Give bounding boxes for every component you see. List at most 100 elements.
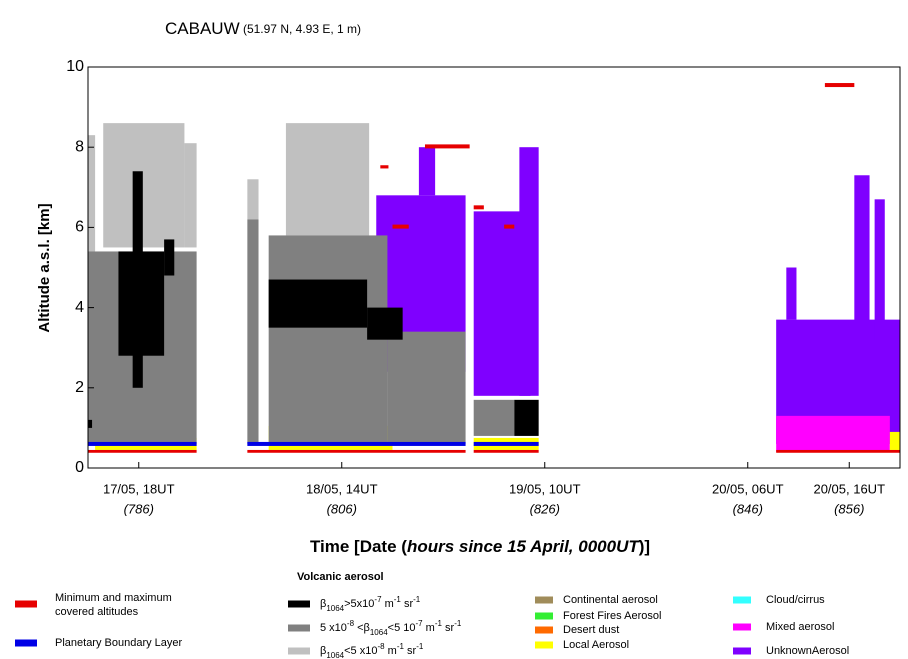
legend-label: 5 x10-8 <β1064<5 10-7 m-1 sr-1: [320, 619, 462, 637]
aerosol-cell: [824, 83, 855, 88]
legend-label: Forest Fires Aerosol: [563, 610, 661, 622]
x-tick-sublabel: (806): [327, 501, 357, 516]
aerosol-cell: [874, 199, 885, 340]
text-part: 1064: [326, 651, 344, 659]
y-tick-label: 4: [75, 299, 84, 316]
legend-swatch: [288, 647, 310, 655]
y-tick-label: 10: [66, 58, 84, 75]
text-part: <5 x10: [344, 645, 377, 657]
legend-swatch: [15, 600, 37, 608]
y-tick-label: 0: [75, 459, 84, 476]
x-tick-label: 18/05, 14UT: [306, 481, 378, 496]
text-part: -1: [416, 642, 424, 651]
aerosol-cell: [786, 267, 797, 320]
legend-label: Minimum and maximum: [55, 592, 172, 604]
aerosol-cell: [247, 449, 466, 453]
text-part: -1: [435, 619, 443, 628]
aerosol-cell: [392, 224, 409, 229]
aerosol-cell: [247, 179, 259, 220]
text-part: sr: [442, 622, 455, 634]
x-tick-label: 17/05, 18UT: [103, 481, 175, 496]
y-tick-label: 8: [75, 138, 84, 155]
text-part: -7: [374, 595, 382, 604]
aerosol-cell: [247, 219, 259, 444]
x-tick-sublabel: (786): [124, 501, 154, 516]
aerosol-cell: [473, 399, 515, 436]
legend-label: β1064<5 x10-8 m-1 sr-1: [320, 642, 424, 659]
x-tick-sublabel: (856): [834, 501, 864, 516]
text-part: (51.97 N, 4.93 E, 1 m): [240, 22, 361, 36]
text-part: hours since 15 April, 0000UT: [407, 537, 640, 556]
aerosol-cell: [854, 175, 870, 340]
x-tick-label: 20/05, 06UT: [712, 481, 784, 496]
text-part: -8: [347, 619, 355, 628]
legend-swatch: [288, 600, 310, 608]
aerosol-cell: [88, 441, 197, 446]
legend-swatch: [535, 641, 553, 649]
chart-title: CABAUW (51.97 N, 4.93 E, 1 m): [165, 19, 361, 38]
text-part: >5x10: [344, 598, 374, 610]
x-tick-sublabel: (846): [733, 501, 763, 516]
x-tick-label: 19/05, 10UT: [509, 481, 581, 496]
aerosol-cell: [88, 449, 197, 453]
y-axis-label: Altitude a.s.l. [km]: [36, 203, 53, 332]
text-part: m: [423, 622, 435, 634]
text-part: m: [382, 598, 394, 610]
legend-label: β1064>5x10-7 m-1 sr-1: [320, 595, 421, 613]
text-part: β: [320, 598, 326, 610]
legend-swatch: [733, 647, 751, 655]
aerosol-cell: [776, 415, 890, 452]
legend-swatch: [288, 624, 310, 632]
aerosol-cell: [118, 251, 165, 356]
text-part: 5 x10: [320, 622, 347, 634]
text-part: 1064: [326, 604, 344, 613]
legend-label: Cloud/cirrus: [766, 594, 825, 606]
legend-label: Desert dust: [563, 624, 619, 636]
text-part: -1: [397, 642, 405, 651]
aerosol-cell: [380, 165, 389, 169]
text-part: Time [Date (: [310, 537, 407, 556]
text-part: <β: [354, 622, 370, 634]
text-part: -8: [377, 642, 385, 651]
aerosol-cell: [504, 224, 515, 229]
aerosol-cell: [473, 449, 539, 453]
text-part: β: [320, 645, 326, 657]
aerosol-cell: [424, 144, 470, 149]
text-part: sr: [401, 598, 414, 610]
aerosol-cell: [418, 147, 436, 196]
aerosol-cell: [285, 123, 370, 236]
y-tick-label: 6: [75, 219, 84, 236]
legend-swatch: [733, 623, 751, 631]
aerosol-cell: [103, 123, 185, 248]
legend-label: covered altitudes: [55, 606, 139, 618]
text-part: -7: [416, 619, 424, 628]
legend-heading: Volcanic aerosol: [297, 571, 384, 583]
legend-label: Local Aerosol: [563, 639, 629, 651]
aerosol-cell: [88, 135, 96, 256]
text-part: CABAUW: [165, 19, 240, 38]
legend-label: Mixed aerosol: [766, 621, 834, 633]
plot-area: [88, 83, 900, 453]
aerosol-cell: [184, 143, 197, 248]
aerosol-cell: [514, 399, 539, 436]
aerosol-cell: [519, 147, 539, 396]
legend-swatch: [535, 612, 553, 620]
aerosol-cell: [387, 331, 466, 444]
aerosol-cell: [367, 307, 403, 340]
aerosol-cell: [473, 441, 539, 446]
legend-label: Planetary Boundary Layer: [55, 637, 183, 649]
text-part: -1: [413, 595, 421, 604]
aerosol-cell: [268, 279, 368, 328]
text-part: m: [385, 645, 397, 657]
x-axis-label: Time [Date (hours since 15 April, 0000UT…: [310, 537, 650, 556]
aerosol-cell: [164, 239, 175, 276]
x-tick-label: 20/05, 16UT: [813, 481, 885, 496]
aerosol-cell: [889, 431, 900, 450]
legend-swatch: [733, 596, 751, 604]
aerosol-cell: [88, 419, 93, 428]
text-part: sr: [404, 645, 417, 657]
legend-label: UnknownAerosol: [766, 645, 849, 657]
aerosol-cell: [247, 441, 466, 446]
legend-swatch: [535, 596, 553, 604]
